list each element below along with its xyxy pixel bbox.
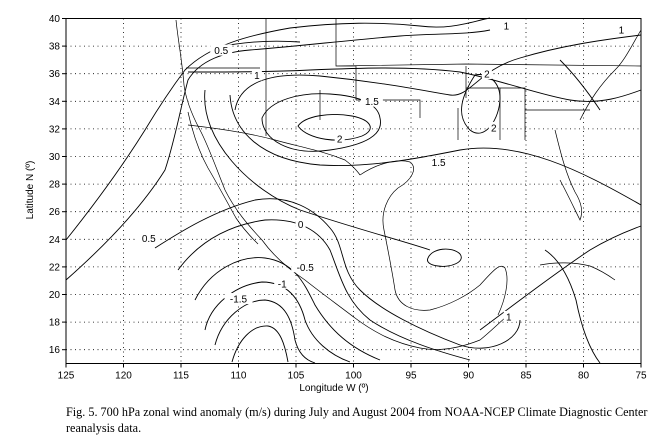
- contour-lines: [65, 17, 642, 364]
- contour-label: 0: [298, 220, 304, 231]
- x-tick-label: 105: [288, 371, 305, 382]
- x-tick-label: 125: [58, 371, 75, 382]
- x-tick-label: 100: [345, 371, 362, 382]
- y-tick-label: 38: [49, 42, 61, 53]
- x-axis-label: Longitude W (º): [299, 383, 368, 394]
- us-east-coast: [579, 29, 642, 121]
- contour-label: 1.5: [365, 97, 379, 108]
- x-tick-label: 95: [405, 371, 417, 382]
- contour-line: [544, 249, 601, 364]
- contour-label-bg: [295, 218, 306, 230]
- y-tick-label: 22: [49, 262, 61, 273]
- contour-label: 0.5: [214, 46, 228, 57]
- x-tick-label: 85: [520, 371, 532, 382]
- x-tick-label: 120: [115, 371, 132, 382]
- gulf-coast: [359, 160, 508, 316]
- contour-label-bg: [360, 95, 383, 107]
- contour-label-bg: [251, 69, 262, 81]
- contour-line: [214, 299, 316, 364]
- y-tick-label: 34: [49, 97, 61, 108]
- contour-label: 1.5: [432, 158, 446, 169]
- contour-line: [154, 198, 521, 349]
- contour-line: [65, 17, 491, 241]
- contour-line: [177, 219, 471, 361]
- contour-label: 0.5: [142, 234, 156, 245]
- y-tick-labels: 16 18 20 22 24 26 28 30 32 34 36 38 40: [49, 14, 61, 356]
- contour-label-bg: [210, 44, 233, 56]
- contour-line: [194, 257, 381, 361]
- contour-label-bg: [503, 310, 514, 322]
- x-tick-label: 115: [173, 371, 189, 382]
- contour-label-bg: [291, 261, 320, 273]
- y-tick-label: 24: [49, 235, 61, 246]
- contour-labels: 0.5 1 1 1 1.5 2 2 2 1.5 0.5 0 -0.5 -1 -1.5 1: [137, 19, 627, 323]
- contour-label-bg: [501, 19, 512, 31]
- contour-line: [479, 225, 642, 331]
- contour-label: 1: [619, 25, 625, 36]
- contour-label: 1: [254, 71, 260, 82]
- contour-label-bg: [224, 293, 253, 305]
- contour-line: [559, 59, 601, 111]
- west-coastline: [175, 19, 506, 350]
- y-tick-label: 36: [49, 69, 61, 80]
- cuba: [539, 262, 616, 281]
- contour-line: [427, 248, 462, 267]
- figure-caption: Fig. 5. 700 hPa zonal wind anomaly (m/s)…: [66, 405, 648, 435]
- contour-label: 1: [506, 312, 512, 323]
- contour-line: [261, 93, 381, 152]
- contour-label-bg: [427, 156, 450, 168]
- contour-line: [297, 114, 371, 141]
- x-tick-label: 110: [231, 371, 247, 382]
- baja-peninsula: [187, 111, 259, 245]
- contour-line: [229, 94, 642, 206]
- contour-line: [65, 29, 491, 281]
- ticks: [62, 18, 642, 368]
- contour-label-bg: [334, 132, 345, 144]
- y-axis-label: Latitude N (º): [25, 161, 36, 220]
- contour-label: -1.5: [230, 295, 248, 306]
- contour-line: [461, 74, 501, 134]
- contour-line: [204, 281, 351, 363]
- contour-line: [187, 67, 642, 102]
- y-tick-label: 40: [49, 14, 61, 25]
- x-tick-labels: 125 120 115 110 105 100 95 90 85 80 75: [58, 371, 647, 382]
- contour-label: 2: [491, 123, 497, 134]
- y-tick-label: 18: [49, 318, 61, 329]
- contour-label-bg: [488, 121, 499, 133]
- y-tick-label: 26: [49, 207, 61, 218]
- contour-label-bg: [137, 232, 160, 244]
- florida: [554, 129, 582, 221]
- x-tick-label: 90: [463, 371, 475, 382]
- y-tick-label: 16: [49, 345, 61, 356]
- state-border: [186, 18, 642, 140]
- y-tick-label: 20: [49, 290, 61, 301]
- contour-label: 2: [484, 70, 490, 81]
- x-tick-label: 75: [635, 371, 647, 382]
- contour-label: 2: [337, 134, 343, 145]
- y-tick-label: 30: [49, 152, 61, 163]
- contour-label: 1: [504, 21, 510, 32]
- y-tick-label: 32: [49, 124, 61, 135]
- map-outline: [175, 18, 642, 350]
- contour-chart: 125 120 115 110 105 100 95 90 85 80 75 16182022242…: [25, 14, 647, 394]
- y-tick-label: 28: [49, 180, 61, 191]
- contour-line: [231, 325, 289, 363]
- contour-line: [234, 34, 642, 111]
- contour-label: -0.5: [297, 263, 315, 274]
- x-tick-label: 80: [578, 371, 590, 382]
- us-mexico-border: [187, 124, 361, 176]
- contour-line: [204, 89, 431, 251]
- contour-label: -1: [278, 279, 287, 290]
- contour-label-bg: [616, 23, 627, 35]
- contour-label-bg: [481, 68, 492, 80]
- grid: [66, 18, 641, 364]
- contour-label-bg: [274, 277, 291, 289]
